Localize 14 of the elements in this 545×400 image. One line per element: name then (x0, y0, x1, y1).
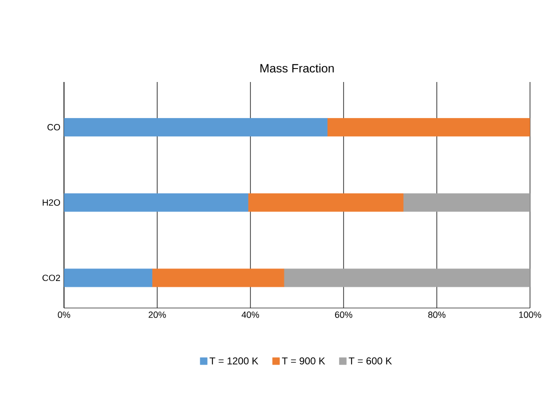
x-tick-label: 20% (148, 312, 166, 318)
bar (248, 193, 404, 212)
x-tick-label: 40% (242, 312, 260, 318)
legend-label: T = 600 K (348, 357, 392, 364)
x-tick-label: 100% (519, 312, 542, 318)
chart-title: Mass Fraction (260, 64, 334, 72)
y-tick-label: H2O (42, 199, 60, 206)
y-tick-label: CO (47, 124, 60, 130)
y-tick-label: CO2 (42, 274, 60, 282)
legend-label: T = 900 K (282, 357, 326, 364)
x-tick-label: 80% (428, 312, 446, 318)
legend-label: T = 1200 K (210, 357, 258, 364)
x-tick-label: 60% (335, 312, 352, 318)
x-tick-label: 0% (58, 312, 70, 318)
